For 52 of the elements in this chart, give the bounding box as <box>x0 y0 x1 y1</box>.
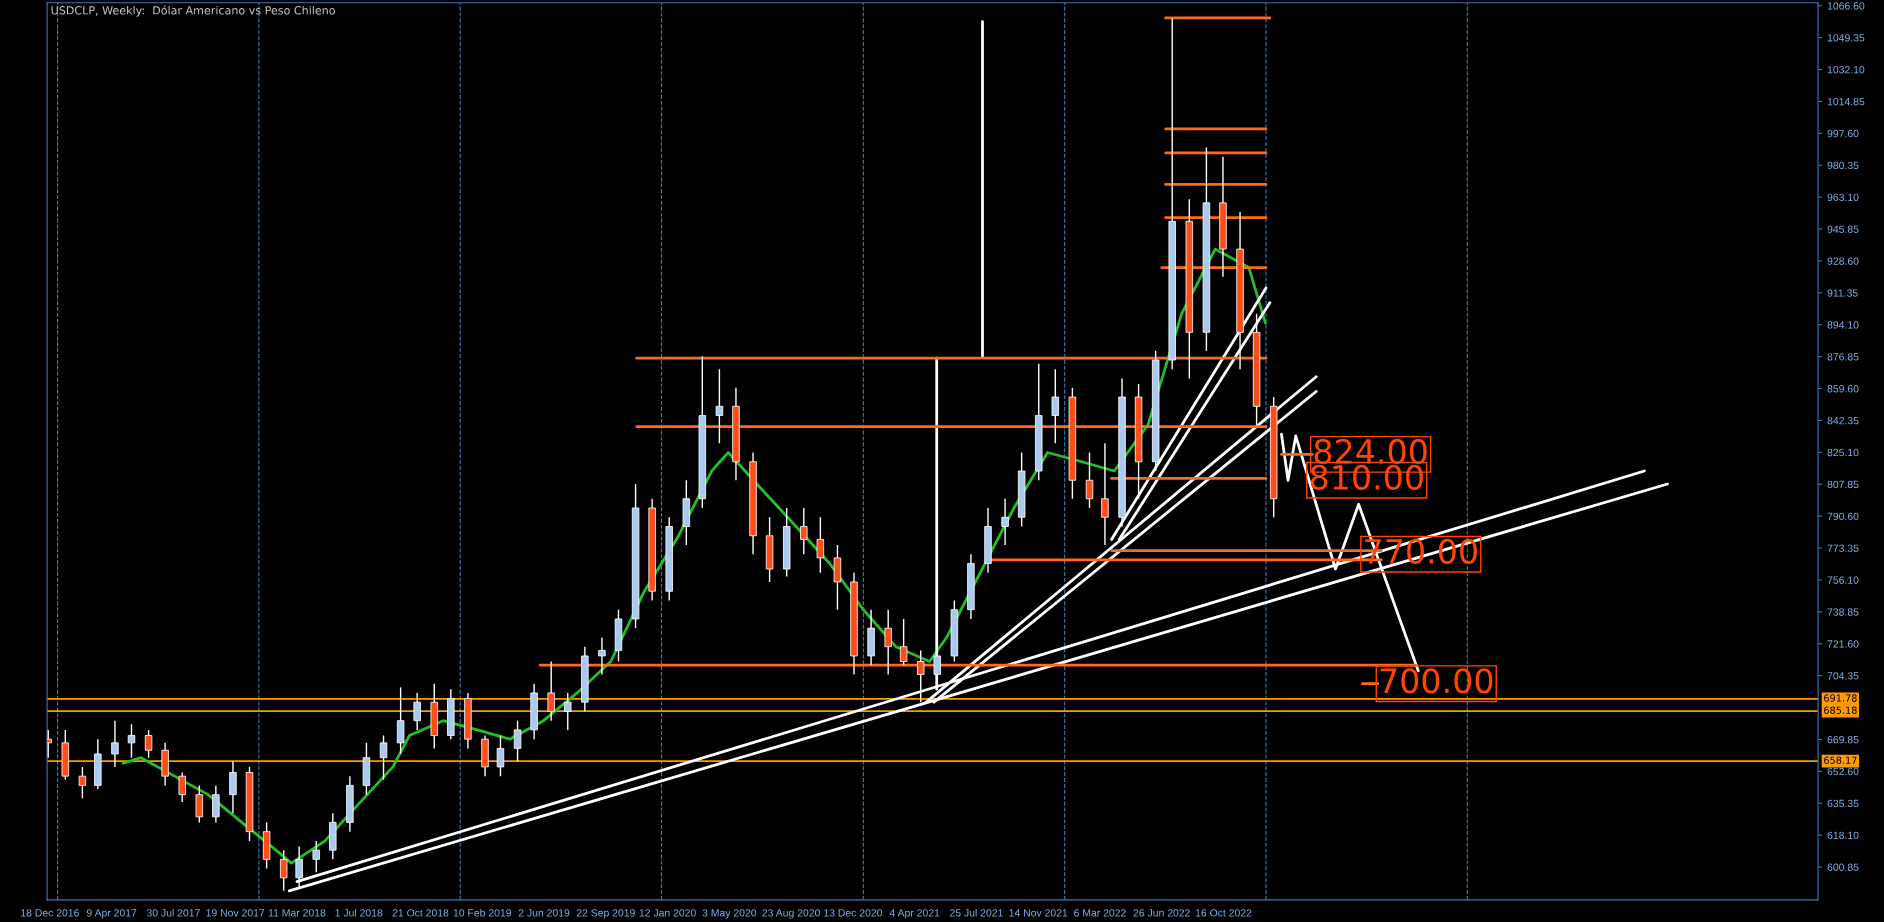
x-tick-label: 23 Aug 2020 <box>762 909 820 919</box>
x-tick-label: 3 May 2020 <box>702 909 757 919</box>
x-tick-label: 11 Mar 2018 <box>268 909 326 917</box>
y-tick-label: 600.85 <box>1827 863 1859 871</box>
x-tick-label: 26 Jun 2022 <box>1133 909 1190 917</box>
y-tick-label: 618.10 <box>1827 831 1859 840</box>
y-tick-label: 1032.10 <box>1827 66 1865 74</box>
x-tick-label: 18 Dec 2016 <box>21 909 79 917</box>
y-tick-label: 894.10 <box>1827 321 1859 329</box>
y-tick-label: 963.10 <box>1827 193 1859 202</box>
x-tick-label: 12 Jan 2020 <box>639 909 696 917</box>
x-tick-label: 4 Apr 2021 <box>889 909 940 919</box>
chart-title: USDCLP, Weekly: Dólar Americano vs Peso Chileno <box>51 5 335 17</box>
y-tick-label: 945.85 <box>1827 225 1859 233</box>
y-tick-label: 738.85 <box>1827 608 1859 616</box>
x-tick-label: 6 Mar 2022 <box>1074 909 1126 917</box>
y-tick-label: 825.10 <box>1827 448 1859 457</box>
y-tick-label: 980.35 <box>1827 161 1859 170</box>
y-tick-label: 807.85 <box>1827 480 1859 489</box>
x-tick-label: 16 Oct 2022 <box>1195 909 1252 917</box>
y-tick-label: 704.35 <box>1827 672 1859 680</box>
annotation: 700.00 <box>1380 668 1493 694</box>
y-tick-label: 790.60 <box>1827 512 1859 521</box>
y-tick-label: 1066.60 <box>1827 2 1865 10</box>
x-tick-label: 19 Nov 2017 <box>206 909 265 917</box>
x-tick-label: 22 Sep 2019 <box>576 909 635 919</box>
x-tick-label: 13 Dec 2020 <box>824 909 883 917</box>
y-tick-label: 669.85 <box>1827 735 1859 744</box>
ref-line-label: 658.17 <box>1824 756 1857 764</box>
y-tick-label: 876.85 <box>1827 353 1859 361</box>
y-tick-label: 756.10 <box>1827 576 1859 584</box>
x-tick-label: 30 Jul 2017 <box>146 908 200 917</box>
x-tick-label: 9 Apr 2017 <box>86 909 137 919</box>
ref-line-label: 691.78 <box>1824 694 1857 702</box>
x-tick-label: 21 Oct 2018 <box>392 909 449 917</box>
x-tick-label: 1 Jul 2018 <box>335 908 383 917</box>
y-tick-label: 1049.35 <box>1827 34 1865 42</box>
y-tick-label: 859.60 <box>1827 385 1859 393</box>
y-tick-label: 928.60 <box>1827 257 1859 265</box>
y-tick-label: 911.35 <box>1827 289 1858 297</box>
y-tick-label: 773.35 <box>1827 544 1859 552</box>
y-tick-label: 721.60 <box>1827 640 1859 648</box>
ref-line-label: 685.18 <box>1824 706 1857 714</box>
x-tick-label: 2 Jun 2019 <box>518 909 570 917</box>
x-tick-label: 10 Feb 2019 <box>453 908 512 917</box>
y-tick-label: 997.60 <box>1827 129 1859 138</box>
x-tick-label: 14 Nov 2021 <box>1009 909 1068 917</box>
y-tick-label: 635.35 <box>1827 799 1859 808</box>
x-tick-label: 25 Jul 2021 <box>950 908 1003 917</box>
y-tick-label: 842.35 <box>1827 416 1859 425</box>
y-tick-label: 1014.85 <box>1827 97 1865 106</box>
y-tick-label: 652.60 <box>1827 767 1859 776</box>
